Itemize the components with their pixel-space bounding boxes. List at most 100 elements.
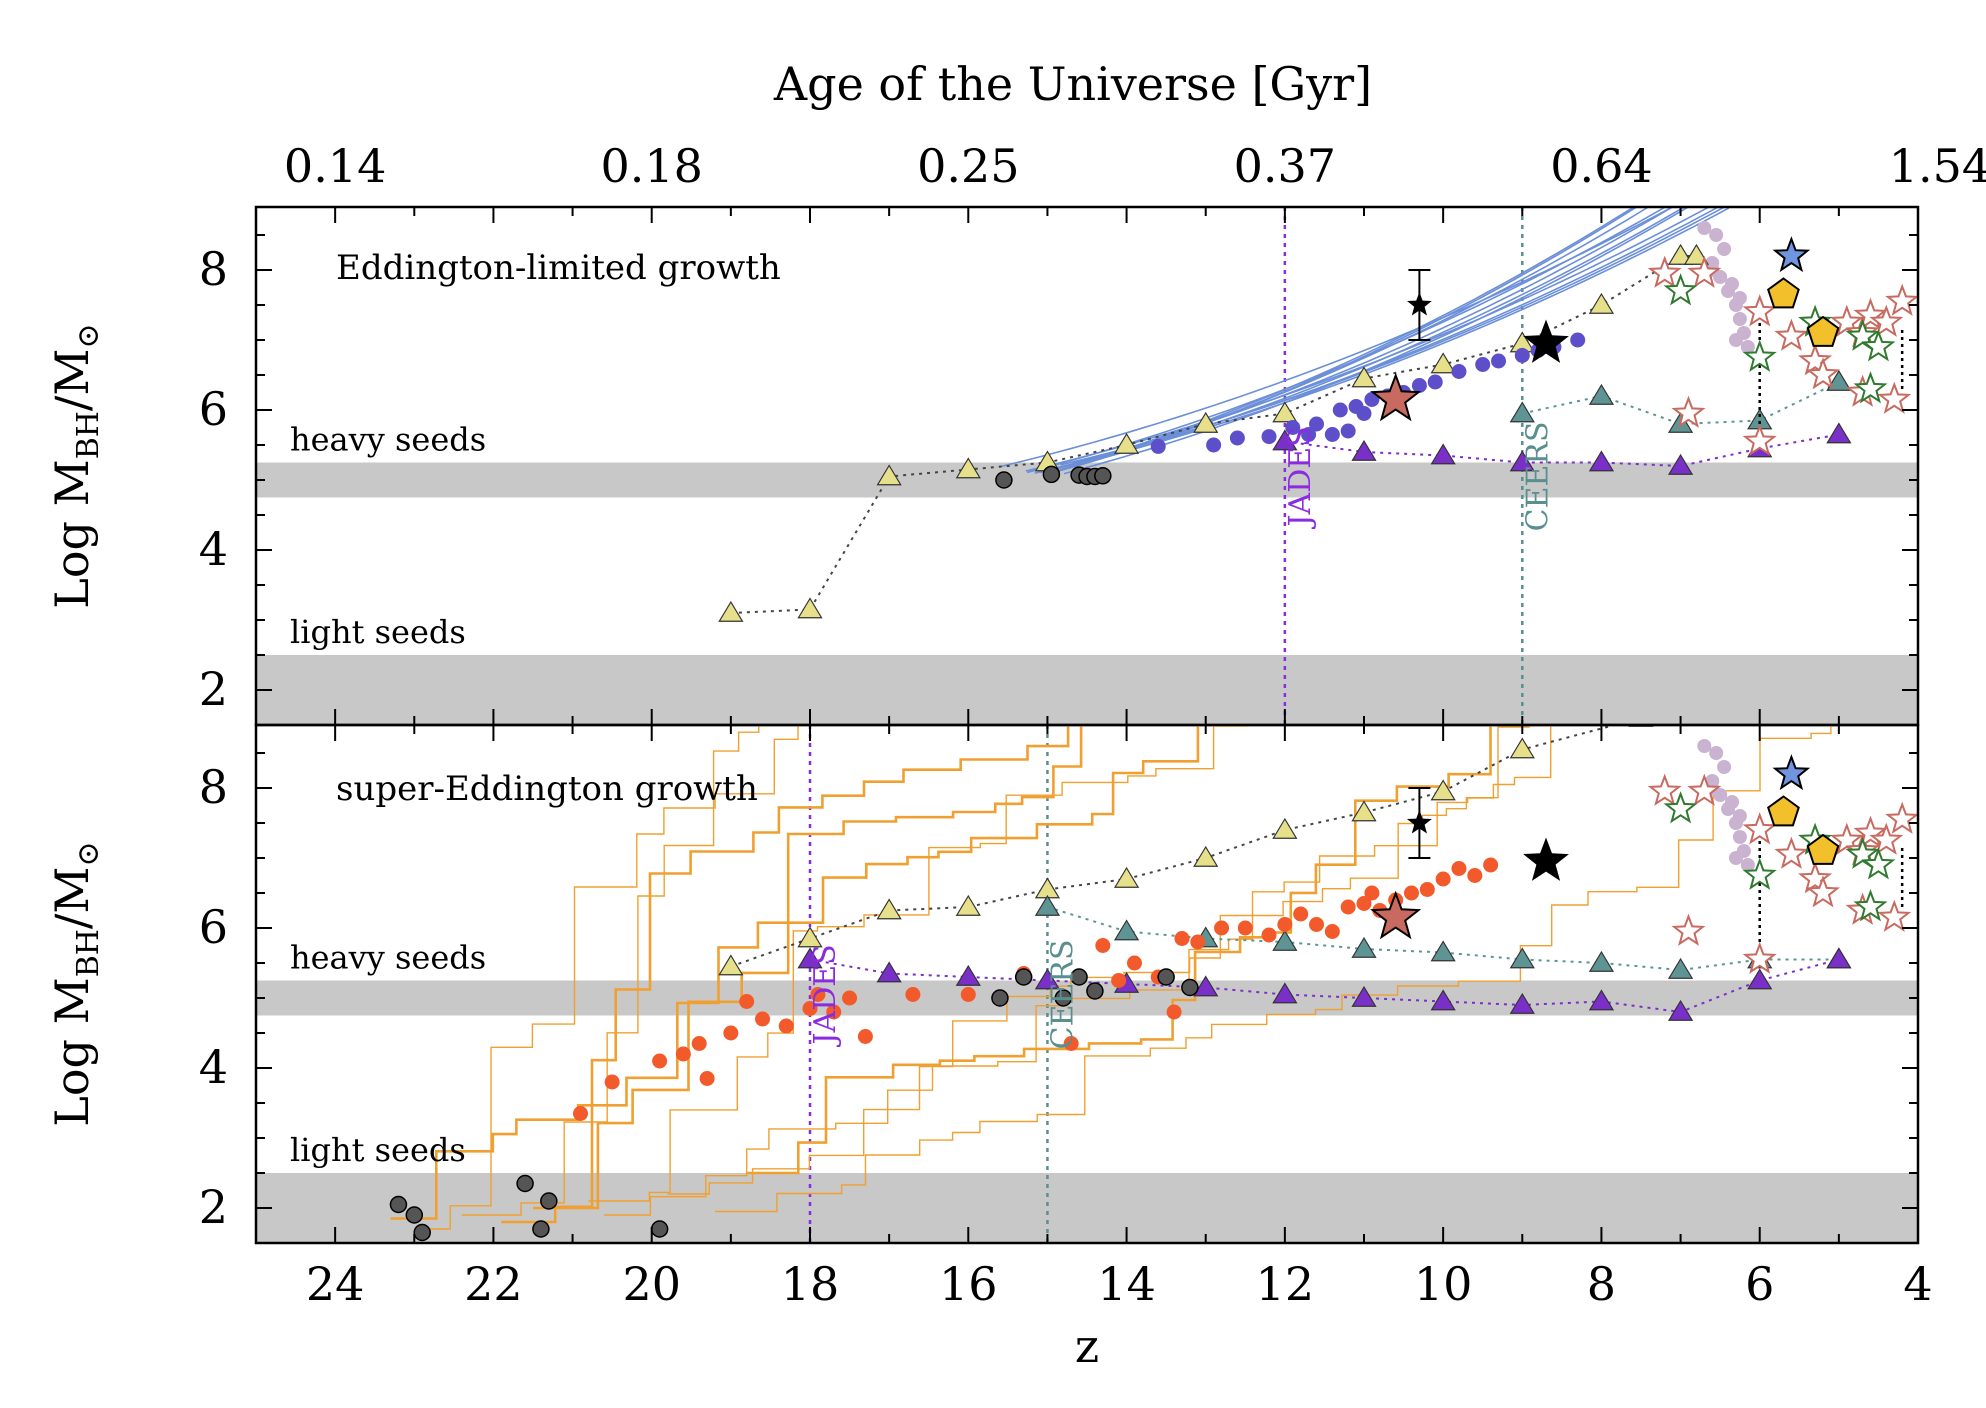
- open-green-star: [1742, 857, 1777, 890]
- blue-dot: [1475, 357, 1491, 372]
- open-green-star: [1853, 371, 1888, 404]
- blue-dot: [1364, 392, 1380, 407]
- grey-point: [1014, 968, 1033, 986]
- top-tick-label: 0.25: [917, 139, 1019, 193]
- lilac-point: [1697, 221, 1712, 235]
- triangle-marker: [1667, 453, 1694, 475]
- orange-dot: [778, 1018, 794, 1034]
- open-red-star: [1806, 357, 1841, 390]
- grey-point: [1070, 968, 1088, 986]
- triangle-marker: [1509, 947, 1535, 969]
- orange-dot: [699, 1071, 715, 1086]
- triangle-marker: [1113, 919, 1140, 941]
- y-axis-title-part: /M: [45, 866, 99, 929]
- y-axis-title-part: /M: [45, 348, 99, 411]
- x-tick-label: 24: [306, 1257, 365, 1311]
- open-red-star: [1885, 801, 1918, 834]
- seed-band: [256, 655, 1918, 725]
- orange-dot: [1174, 931, 1190, 946]
- red-star: [1370, 890, 1422, 940]
- open-red-star: [1687, 255, 1722, 288]
- blue-dot: [1332, 402, 1348, 418]
- open-green-star: [1663, 273, 1698, 306]
- orange-dot: [1190, 934, 1206, 950]
- y-tick-label: 6: [199, 382, 228, 436]
- survey-label-ceers: CEERS: [1520, 421, 1555, 531]
- lilac-point: [1732, 291, 1747, 305]
- growth-track: [430, 725, 799, 1230]
- blue-dot: [1324, 427, 1340, 442]
- y-tick-label: 8: [199, 242, 228, 296]
- lilac-point: [1732, 830, 1747, 844]
- orange-dot: [1111, 973, 1127, 988]
- x-tick-label: 18: [781, 1257, 840, 1311]
- triangle-marker: [955, 964, 981, 986]
- open-green-star: [1663, 791, 1698, 824]
- triangle-marker: [1272, 982, 1298, 1004]
- triangle-marker: [1272, 401, 1298, 423]
- black-star-big: [1523, 837, 1569, 881]
- growth-track: [461, 725, 760, 1216]
- x-tick-label: 16: [939, 1257, 998, 1311]
- blue-dot: [1356, 406, 1372, 421]
- grey-point: [516, 1174, 534, 1193]
- open-red-star: [1877, 381, 1912, 414]
- y-axis-title-part: BH: [71, 929, 106, 977]
- triangle-marker: [1034, 894, 1061, 916]
- triangle-marker: [876, 898, 902, 920]
- triangle-marker: [1826, 369, 1852, 391]
- seed-band: [256, 1173, 1918, 1243]
- triangle-marker: [1272, 817, 1298, 839]
- plot-area: [256, 725, 1918, 1243]
- lilac-point: [1709, 228, 1724, 242]
- growth-track: [1063, 207, 1690, 475]
- triangle-marker: [1193, 845, 1219, 867]
- open-red-star: [1798, 343, 1833, 376]
- lilac-point: [1705, 774, 1720, 788]
- orange-dot: [826, 1004, 842, 1020]
- x-tick-label: 4: [1903, 1257, 1932, 1311]
- open-green-star: [1853, 889, 1888, 922]
- blue-dot: [1206, 437, 1222, 453]
- open-green-star: [1861, 329, 1896, 362]
- triangle-marker: [1588, 989, 1615, 1011]
- pentagon-marker: [1806, 315, 1840, 347]
- triangle-marker: [1826, 947, 1852, 969]
- orange-dot: [755, 1011, 771, 1027]
- growth-track: [1074, 207, 1639, 468]
- triangle-marker: [955, 894, 981, 916]
- open-red-star: [1742, 423, 1777, 456]
- triangle-connector: [1284, 433, 1840, 468]
- orange-dot: [1419, 882, 1435, 897]
- triangle-marker: [876, 464, 902, 486]
- growth-track: [746, 725, 1492, 1175]
- blue-star: [1772, 236, 1811, 273]
- y-tick-label: 6: [199, 900, 228, 954]
- triangle-marker: [797, 926, 823, 948]
- orange-dot: [1435, 871, 1451, 887]
- grey-point: [650, 1220, 669, 1238]
- growth-track: [1000, 207, 1675, 468]
- growth-track: [588, 725, 1246, 1202]
- triangle-marker: [1430, 352, 1456, 374]
- y-tick-label: 4: [199, 1040, 228, 1094]
- triangle-marker: [1588, 450, 1615, 472]
- open-red-star: [1774, 836, 1809, 869]
- open-red-star: [1885, 283, 1918, 316]
- open-red-star: [1853, 815, 1888, 848]
- survey-label-ceers: CEERS: [1045, 939, 1080, 1049]
- open-red-star: [1798, 861, 1833, 894]
- panel-eddington-limited: heavy seeds light seeds JADES CEERS Eddingto…: [45, 205, 1920, 727]
- y-tick-label: 2: [199, 1180, 228, 1234]
- triangle-marker: [1113, 432, 1140, 454]
- triangle-marker: [1509, 450, 1535, 472]
- x-tick-label: 14: [1097, 1257, 1156, 1311]
- open-red-star: [1647, 255, 1682, 288]
- pentagon-marker: [1806, 833, 1840, 865]
- triangle-marker: [1430, 779, 1456, 801]
- black-star-small: [1407, 810, 1432, 834]
- x-tick-label: 10: [1414, 1257, 1473, 1311]
- y-tick-label: 8: [199, 760, 228, 814]
- growth-track: [533, 725, 1083, 1210]
- lilac-point: [1732, 312, 1747, 326]
